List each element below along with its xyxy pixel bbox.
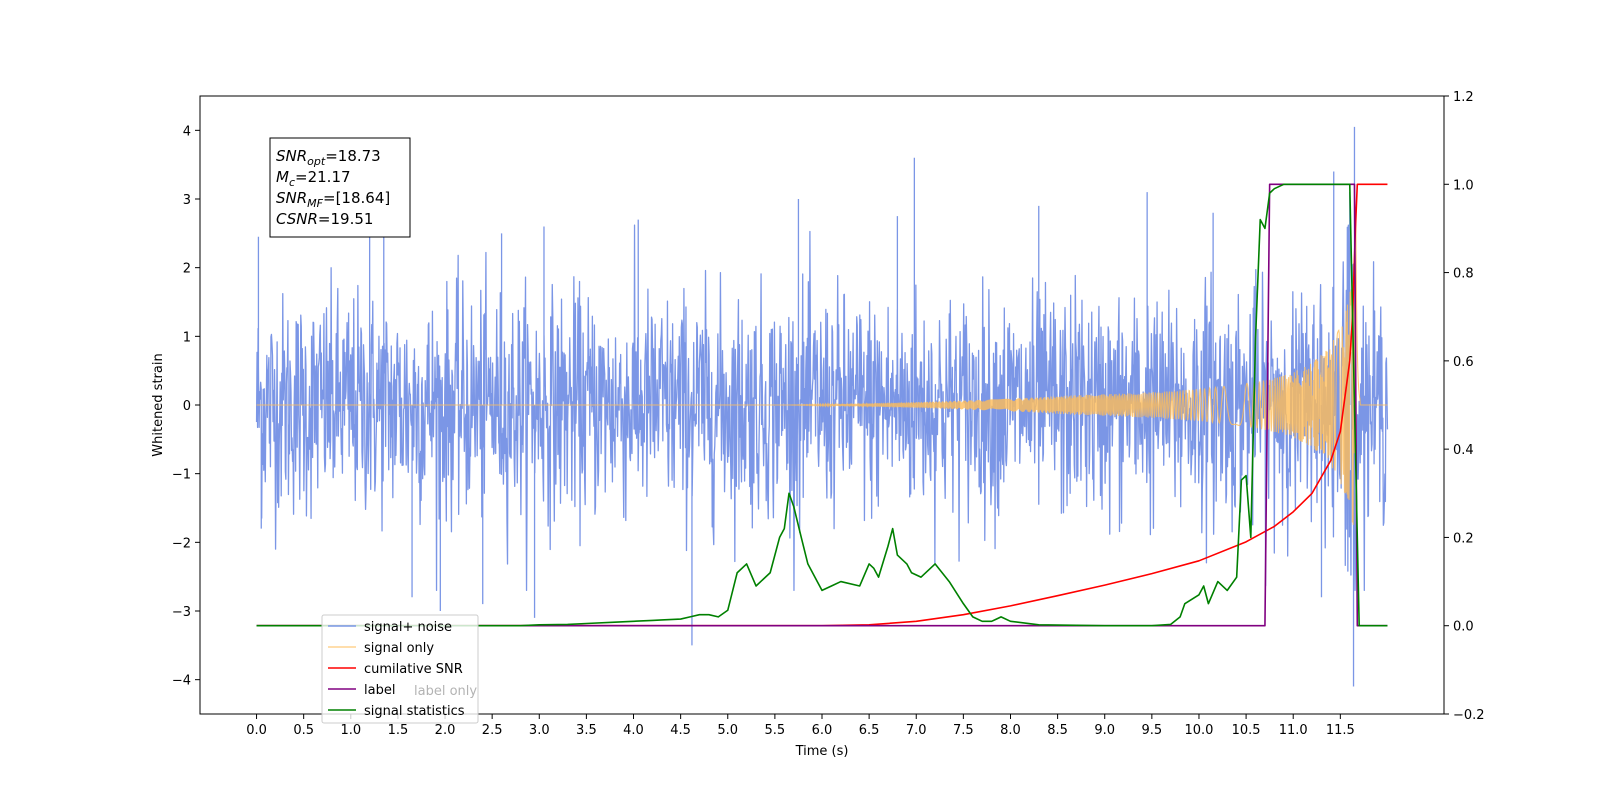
x-tick-label: 8.5 (1047, 723, 1068, 738)
x-tick-label: 11.5 (1326, 723, 1355, 738)
y2-tick-label: 1.0 (1453, 178, 1474, 193)
series-signal-statistics-line (256, 183, 1388, 627)
x-tick-label: 4.5 (670, 723, 691, 738)
x-tick-label: 0.0 (246, 723, 267, 738)
legend: signal+ noise signal only cumilative SNR la… (321, 614, 479, 724)
x-tick-label: 3.0 (529, 723, 550, 738)
y-tick-label: 1 (183, 330, 191, 345)
annotation-value: =18.73 (325, 147, 381, 165)
legend-label: signal statistics (364, 704, 465, 719)
annotation-value: =19.51 (318, 210, 374, 228)
x-tick-label: 1.0 (340, 723, 361, 738)
x-tick-label: 6.0 (812, 723, 833, 738)
legend-label: cumilative SNR (364, 662, 463, 677)
legend-ghost-label: label only (414, 684, 477, 699)
y-tick-label: −1 (172, 468, 191, 483)
x-tick-label: 3.5 (576, 723, 597, 738)
annotation-subscript: opt (307, 155, 326, 168)
x-tick-label: 4.0 (623, 723, 644, 738)
annotation-line: SNRMF=[18.64] (276, 189, 390, 210)
y2-tick-label: 1.2 (1453, 90, 1474, 105)
annotation-box: SNRopt=18.73Mc=21.17SNRMF=[18.64]CSNR=19… (269, 137, 411, 238)
annotation-value: =[18.64] (323, 189, 390, 207)
y2-tick-label: 0.0 (1453, 620, 1474, 635)
x-tick-label: 9.5 (1142, 723, 1163, 738)
y-tick-label: −2 (172, 536, 191, 551)
annotation-line: SNRopt=18.73 (276, 147, 381, 168)
annotation-frame (269, 137, 411, 238)
annotation-symbol: CSNR (276, 210, 318, 228)
annotation-line: CSNR=19.51 (276, 210, 373, 228)
x-tick-label: 7.0 (906, 723, 927, 738)
y2-tick-label: 0.4 (1453, 443, 1474, 458)
x-tick-label: 1.5 (388, 723, 409, 738)
y2-tick-label: 0.8 (1453, 267, 1474, 282)
y2-tick-label: 0.2 (1453, 531, 1474, 546)
x-tick-label: 11.0 (1279, 723, 1308, 738)
annotation-subscript: c (289, 176, 295, 189)
x-tick-label: 7.5 (953, 723, 974, 738)
x-tick-label: 6.5 (859, 723, 880, 738)
legend-frame (321, 614, 479, 724)
x-tick-label: 10.5 (1232, 723, 1261, 738)
x-tick-label: 8.0 (1000, 723, 1021, 738)
legend-label: label (364, 683, 395, 698)
x-tick-label: 9.0 (1094, 723, 1115, 738)
series-cumulative-snr-line (256, 183, 1388, 627)
legend-item-signal-statistics: signal statistics (328, 704, 465, 719)
plot-area (255, 126, 1389, 687)
legend-item-signal-noise: signal+ noise (328, 620, 452, 635)
y-tick-label: 4 (183, 124, 191, 139)
x-tick-label: 5.5 (765, 723, 786, 738)
annotation-value: =21.17 (295, 168, 351, 186)
y-tick-label: 0 (183, 399, 191, 414)
x-tick-label: 5.0 (717, 723, 738, 738)
series-signal-only-line (256, 206, 1388, 525)
annotation-line: Mc=21.17 (276, 168, 351, 189)
legend-label: signal+ noise (364, 620, 452, 635)
y-tick-label: 3 (183, 193, 191, 208)
axes: 0.0 0.5 1.0 1.5 2.0 2.5 3.0 3.5 4.0 4.5 5.0 5.5 6.0 6… (151, 90, 1485, 759)
y-tick-label: −3 (172, 605, 191, 620)
x-tick-label: 2.5 (482, 723, 503, 738)
legend-item-cumulative-snr: cumilative SNR (328, 662, 463, 677)
y-tick-label: 2 (183, 262, 191, 277)
annotation-symbol: M (276, 168, 289, 186)
x-tick-label: 0.5 (293, 723, 314, 738)
x-tick-label: 10.0 (1184, 723, 1213, 738)
annotation-subscript: MF (307, 197, 323, 210)
annotation-symbol: SNR (276, 147, 307, 165)
x-tick-label: 2.0 (435, 723, 456, 738)
y-axis-label: Whitened strain (151, 353, 166, 456)
legend-label: signal only (364, 641, 434, 656)
legend-item-signal-only: signal only (328, 641, 434, 656)
x-axis-label: Time (s) (795, 744, 849, 759)
annotation-symbol: SNR (276, 189, 307, 207)
legend-item-label: label (328, 683, 395, 698)
y-tick-label: −4 (172, 674, 191, 689)
y2-tick-label: −0.2 (1453, 708, 1485, 723)
y2-tick-label: 0.6 (1453, 355, 1474, 370)
